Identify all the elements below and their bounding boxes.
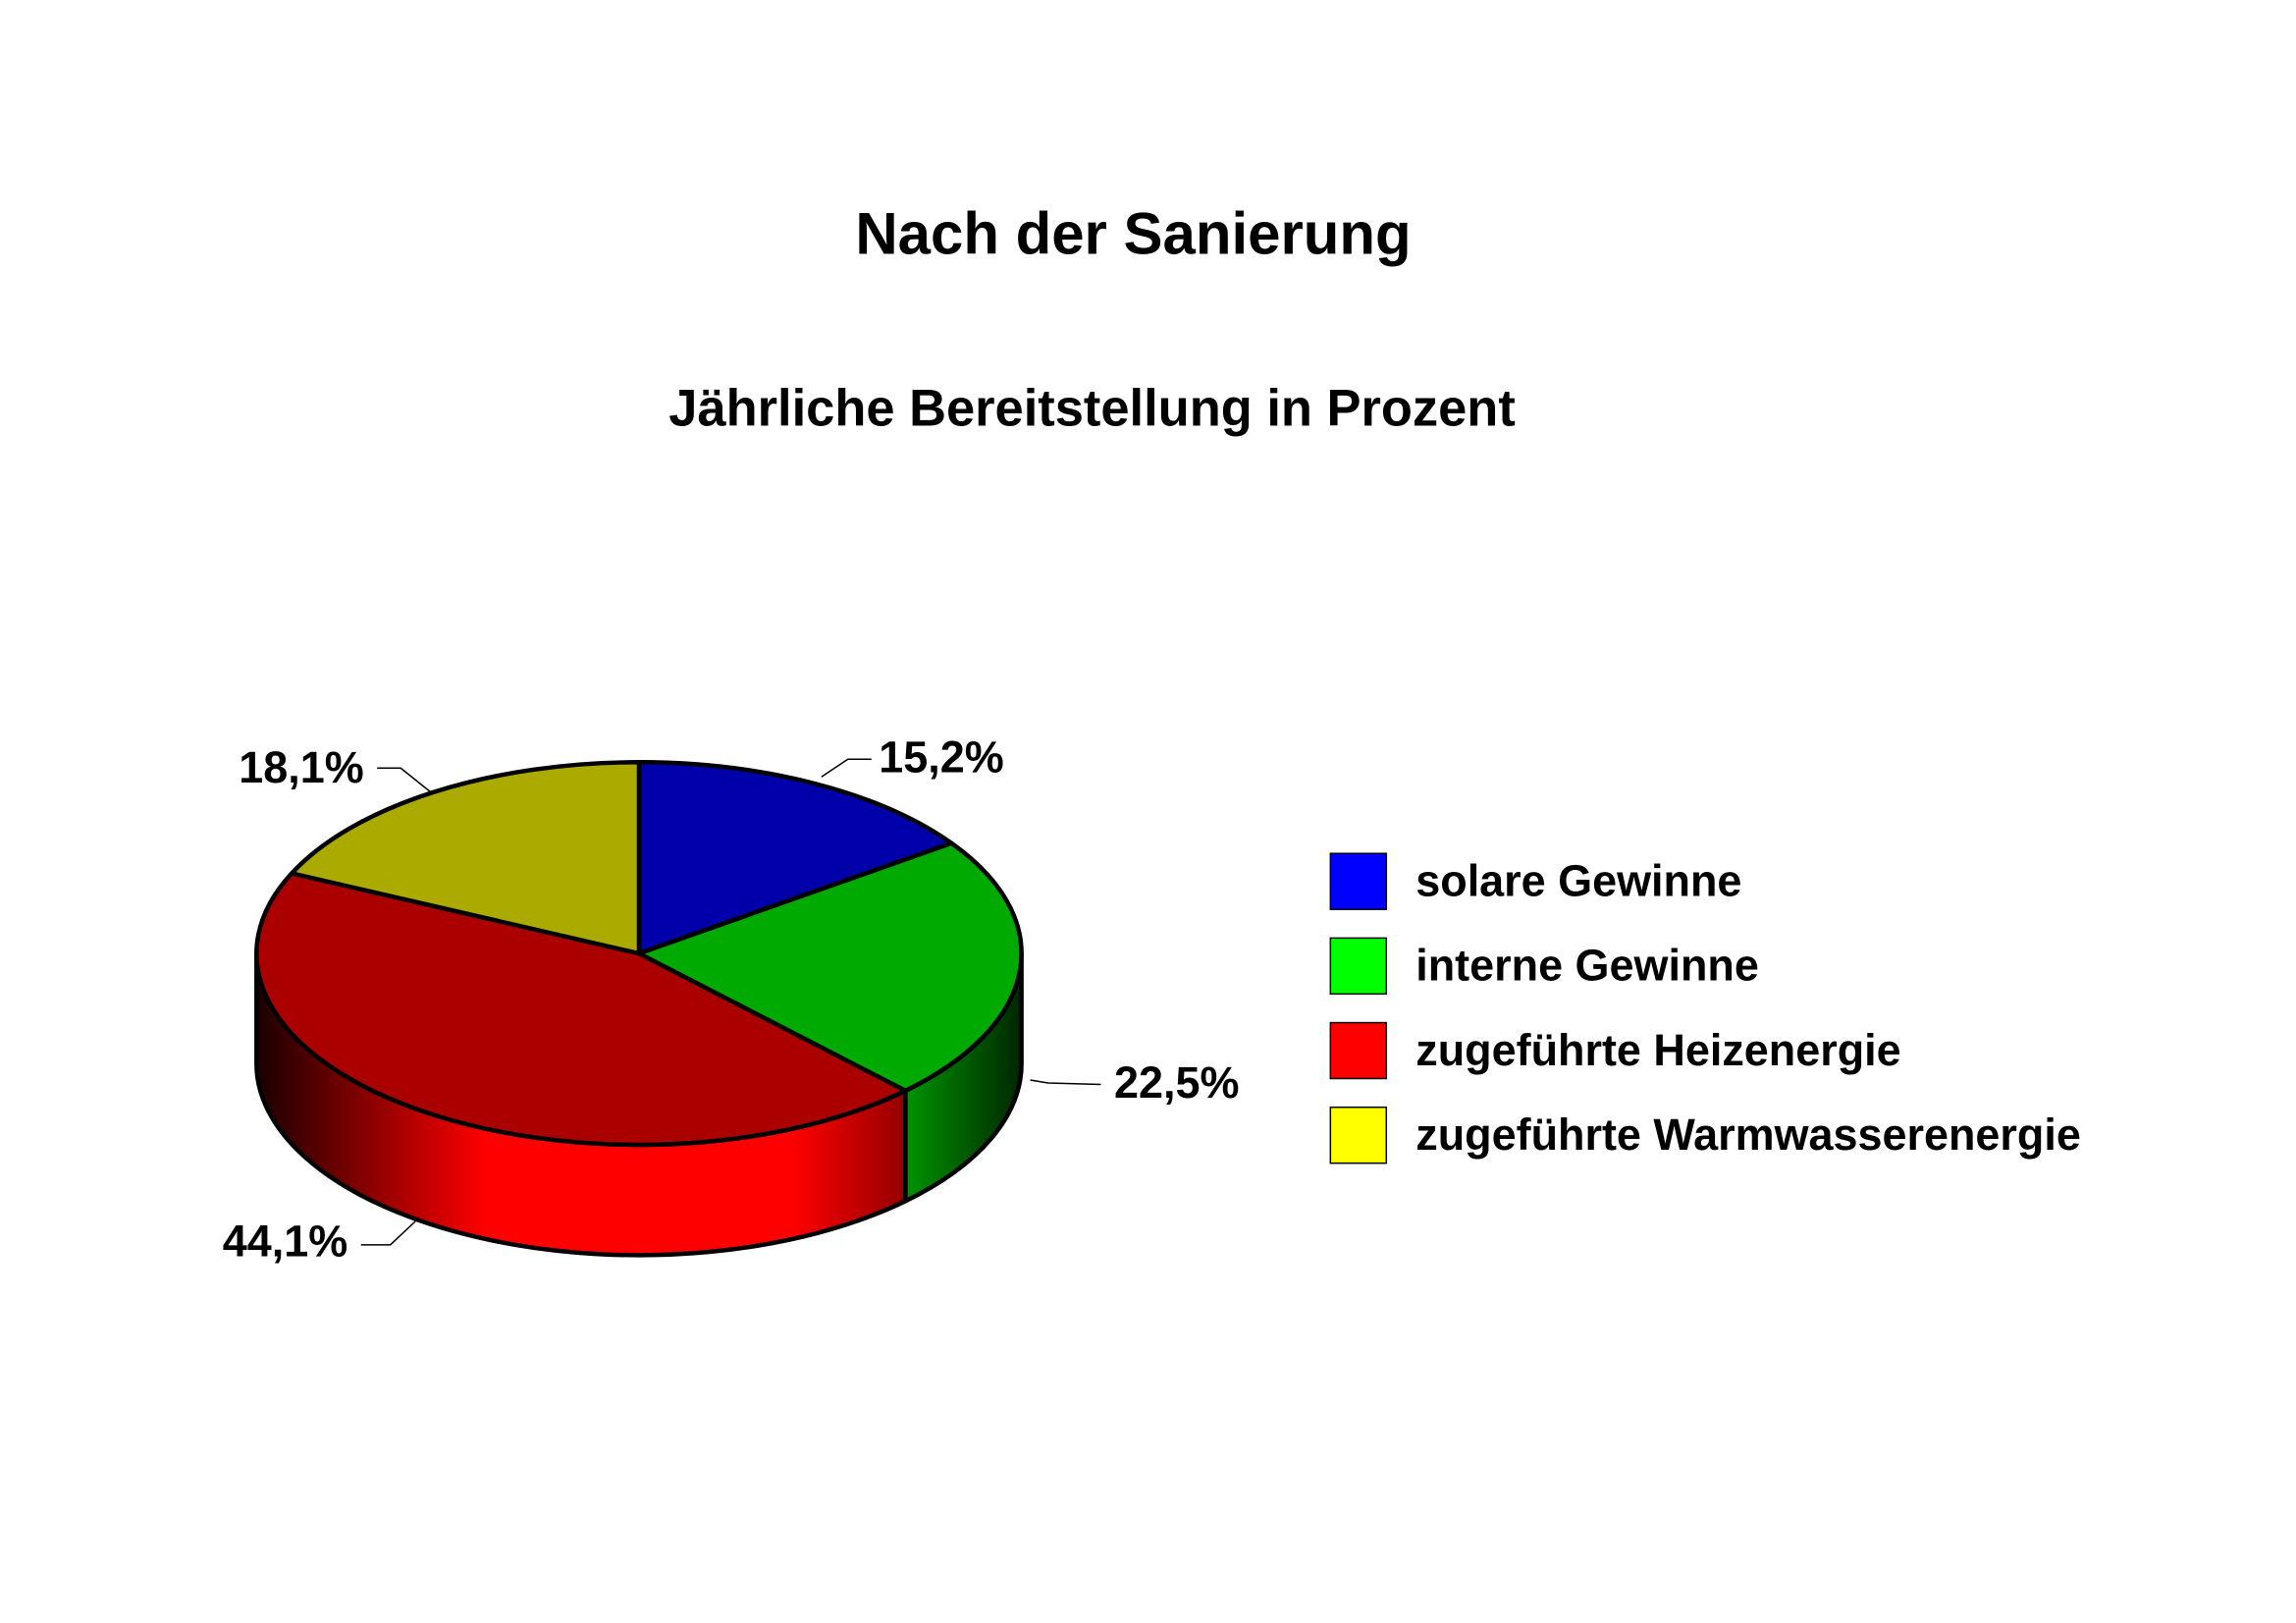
leader-line — [821, 758, 872, 778]
legend-label: solare Gewinne — [1415, 856, 1741, 906]
legend-label: interne Gewinne — [1415, 941, 1759, 991]
legend-swatch — [1329, 937, 1388, 996]
data-label: 15,2% — [879, 732, 1003, 783]
legend-swatch — [1329, 1021, 1388, 1080]
leader-line — [1030, 1079, 1101, 1086]
data-label: 44,1% — [223, 1217, 347, 1267]
legend-swatch — [1329, 1106, 1388, 1164]
chart-subtitle: Jährliche Bereitstellung in Prozent — [668, 380, 1516, 437]
chart-title: Nach der Sanierung — [855, 201, 1411, 267]
pie-slice — [254, 871, 908, 1148]
legend-label: zugeführte Heizenergie — [1415, 1025, 1900, 1075]
legend-swatch — [1329, 852, 1388, 910]
pie-slice — [289, 760, 642, 956]
data-label: 18,1% — [239, 742, 363, 792]
pie-slice — [636, 840, 1024, 1094]
leader-line — [360, 1220, 416, 1246]
data-label: 22,5% — [1114, 1057, 1239, 1108]
pie-slice — [636, 760, 954, 956]
legend-label: zugeführte Warmwasserenergie — [1415, 1109, 2081, 1160]
leader-line — [377, 767, 431, 792]
